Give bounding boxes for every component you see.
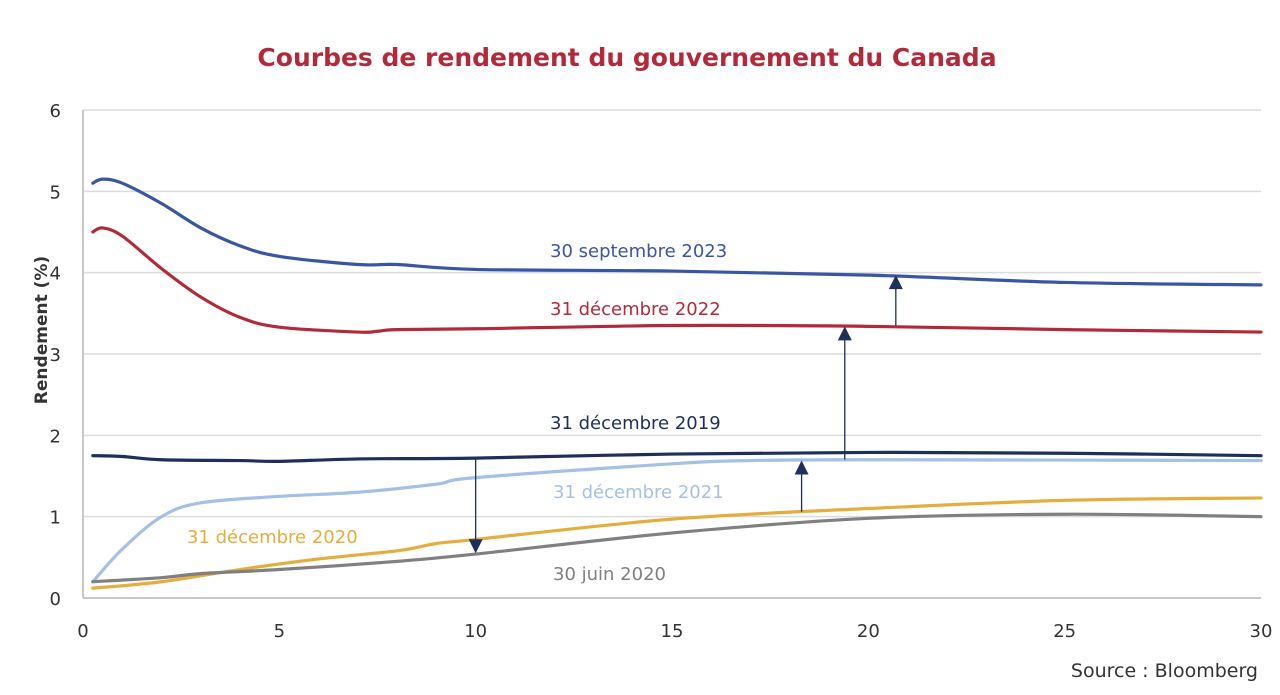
x-tick-label: 5	[274, 621, 285, 642]
chart-title: Courbes de rendement du gouvernement du …	[257, 43, 996, 72]
y-axis-label: Rendement (%)	[32, 256, 52, 404]
y-tick-label: 3	[50, 345, 61, 366]
series-line-2	[91, 450, 1263, 464]
series-label-sep-2023: 30 septembre 2023	[550, 241, 727, 262]
arrow-head-icon	[888, 275, 903, 290]
series-label-dec-2021: 31 décembre 2021	[553, 482, 724, 503]
series-line-1	[91, 226, 1263, 334]
arrow-head-icon	[837, 326, 852, 341]
y-axis-ticks: 0 1 2 3 4 5 6	[50, 101, 61, 610]
series-label-jun-2020: 30 juin 2020	[553, 564, 666, 585]
x-tick-label: 15	[661, 621, 684, 642]
series-label-dec-2022: 31 décembre 2022	[550, 299, 721, 320]
series-line-5	[91, 512, 1263, 584]
series-label-dec-2019: 31 décembre 2019	[550, 413, 721, 434]
x-tick-label: 25	[1053, 621, 1076, 642]
gridlines	[82, 109, 1261, 599]
annotation-arrows	[468, 275, 903, 554]
series-label-dec-2020: 31 décembre 2020	[187, 527, 358, 548]
y-tick-label: 5	[50, 182, 61, 203]
arrow-head-icon	[794, 460, 809, 475]
y-tick-label: 4	[50, 264, 61, 285]
y-tick-label: 0	[50, 589, 61, 610]
y-tick-label: 6	[50, 101, 61, 122]
series-lines	[91, 177, 1263, 590]
x-tick-label: 20	[857, 621, 880, 642]
arrow-head-icon	[468, 539, 483, 554]
x-axis-ticks: 0 5 10 15 20 25 30	[77, 621, 1272, 642]
series-line-4	[91, 496, 1263, 590]
y-tick-label: 1	[50, 508, 61, 529]
x-tick-label: 10	[464, 621, 487, 642]
series-labels: 30 septembre 2023 31 décembre 2022 31 dé…	[187, 241, 727, 585]
series-line-3	[91, 458, 1263, 584]
x-tick-label: 30	[1250, 621, 1273, 642]
y-tick-label: 2	[50, 426, 61, 447]
series-line-0	[91, 177, 1263, 287]
source-note: Source : Bloomberg	[1071, 660, 1258, 682]
x-tick-label: 0	[77, 621, 88, 642]
